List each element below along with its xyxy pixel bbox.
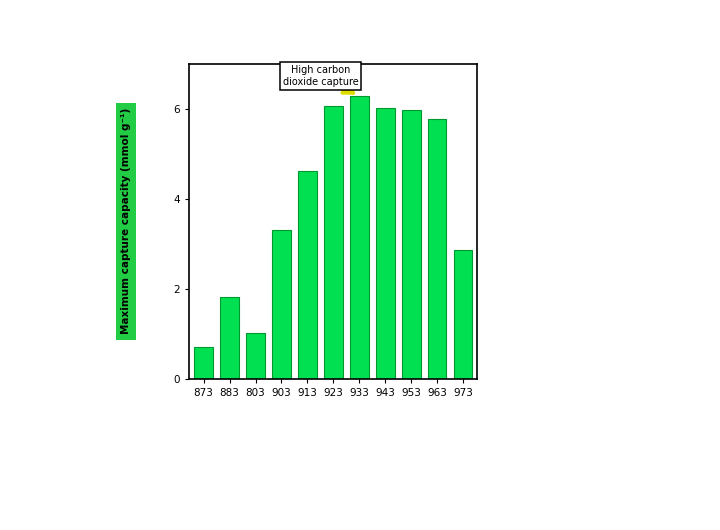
Text: High carbon
dioxide capture: High carbon dioxide capture (282, 65, 359, 93)
Bar (350, 96, 369, 379)
Bar (246, 333, 265, 379)
Bar (194, 347, 213, 379)
Bar (324, 107, 343, 379)
Bar (220, 297, 239, 379)
Bar (454, 250, 472, 379)
Bar (298, 171, 317, 379)
Bar (428, 119, 446, 379)
Bar (376, 108, 395, 379)
Text: Maximum capture capacity (mmol g⁻¹): Maximum capture capacity (mmol g⁻¹) (121, 108, 131, 334)
Bar (402, 110, 420, 379)
Bar (272, 231, 291, 379)
